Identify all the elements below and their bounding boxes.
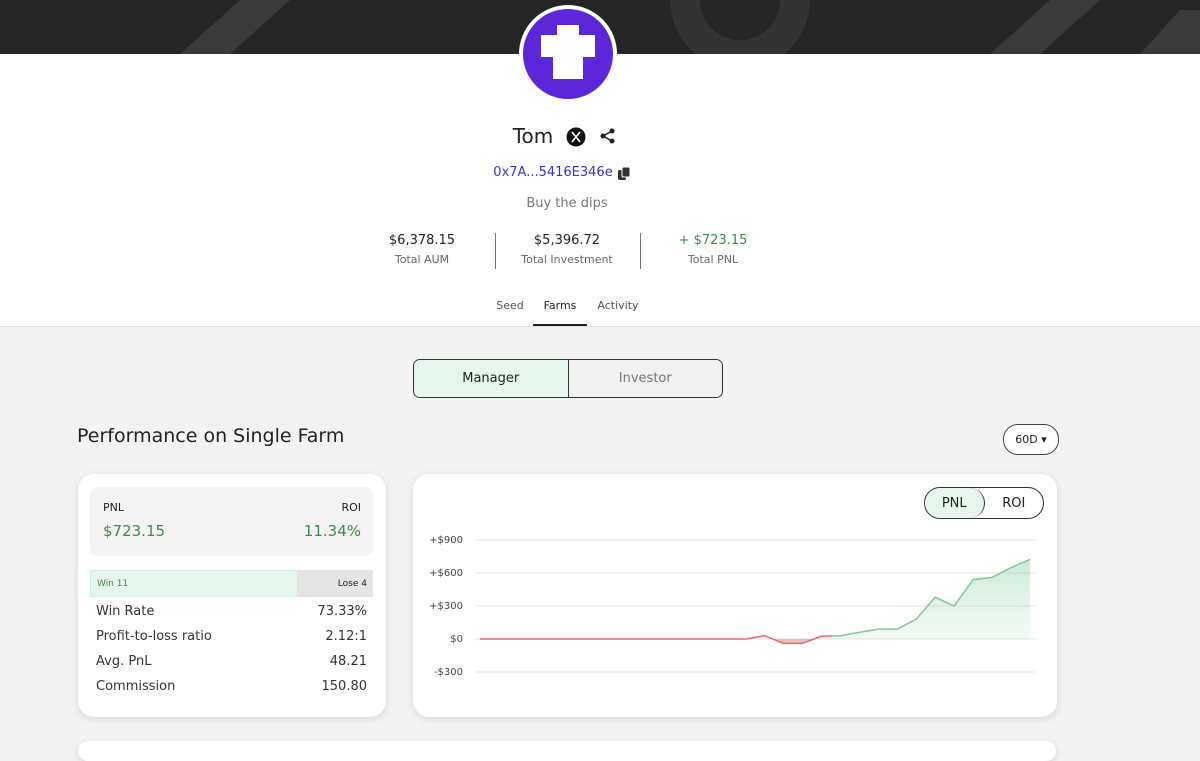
y-tick-label: +$900 xyxy=(429,535,463,546)
stat-row: Profit-to-loss ratio 2.12:1 xyxy=(96,629,367,644)
row-label: Win Rate xyxy=(96,604,155,619)
win-count: 11 xyxy=(116,578,129,589)
win-bar: Win 11 xyxy=(90,570,298,597)
chart-toggle: PNL ROI xyxy=(924,487,1044,519)
y-tick-label: -$300 xyxy=(434,667,463,678)
stat-row: Avg. PnL 48.21 xyxy=(96,654,367,669)
pnl-box xyxy=(90,487,373,556)
role-toggle: Manager Investor xyxy=(413,359,723,398)
stat-label: Total PNL xyxy=(687,253,739,266)
avatar xyxy=(519,5,617,103)
stat-value: $5,396.72 xyxy=(533,233,601,248)
copy-button[interactable] xyxy=(617,166,631,181)
toggle-option[interactable]: PNL xyxy=(925,488,985,518)
profile-header xyxy=(0,54,1200,327)
pnl-chart: +$900 +$600 +$300 $0 -$300 xyxy=(429,535,1035,678)
lose-bar: Lose 4 xyxy=(297,570,373,597)
stat-value: $6,378.15 xyxy=(388,233,456,248)
row-value: 48.21 xyxy=(329,654,367,669)
row-value: 2.12:1 xyxy=(325,629,367,644)
row-value: 150.80 xyxy=(321,679,368,694)
row-label: Commission xyxy=(96,679,176,694)
y-tick-label: +$600 xyxy=(429,568,463,579)
profile-name: Tom xyxy=(512,124,554,148)
period-select[interactable]: 60D ▾ xyxy=(1003,424,1059,455)
pnl-value: $723.15 xyxy=(103,522,166,540)
wallet-address: 0x7A...5416E346e xyxy=(493,165,613,180)
divider xyxy=(495,233,496,269)
pnl-line xyxy=(480,558,1031,645)
row-value: 73.33% xyxy=(317,604,367,619)
toggle-option[interactable]: Investor xyxy=(568,360,722,397)
pnl-label: PNL xyxy=(103,501,124,514)
bio: Buy the dips xyxy=(526,196,608,211)
stat-value: + $723.15 xyxy=(678,233,748,248)
next-card xyxy=(78,741,1056,761)
row-label: Avg. PnL xyxy=(96,654,152,669)
tab[interactable]: Seed xyxy=(496,299,524,312)
lose-label: Lose xyxy=(337,578,359,589)
active-tab-underline xyxy=(533,324,587,326)
section-title: Performance on Single Farm xyxy=(77,425,345,447)
share-button[interactable] xyxy=(599,127,617,145)
toggle-option[interactable]: ROI xyxy=(1002,495,1026,511)
period-label: 60D xyxy=(1015,433,1038,446)
y-tick-label: +$300 xyxy=(429,601,463,612)
stat-label: Total Investment xyxy=(521,253,613,266)
roi-label: ROI xyxy=(341,501,361,514)
stat-row: Win Rate 73.33% xyxy=(96,604,367,619)
tab[interactable]: Farms xyxy=(543,299,577,312)
win-label: Win xyxy=(97,578,114,589)
divider xyxy=(640,233,641,269)
stat-row: Commission 150.80 xyxy=(96,679,367,694)
stat-label: Total AUM xyxy=(394,253,450,266)
x-link[interactable] xyxy=(566,127,586,147)
y-tick-label: $0 xyxy=(450,634,463,645)
banner-art xyxy=(180,0,1200,54)
tab[interactable]: Activity xyxy=(597,299,639,312)
toggle-option[interactable]: Manager xyxy=(414,360,569,397)
roi-value: 11.34% xyxy=(303,522,361,540)
pnl-area xyxy=(480,559,1030,644)
lose-count: 4 xyxy=(361,578,367,589)
row-label: Profit-to-loss ratio xyxy=(96,629,212,644)
